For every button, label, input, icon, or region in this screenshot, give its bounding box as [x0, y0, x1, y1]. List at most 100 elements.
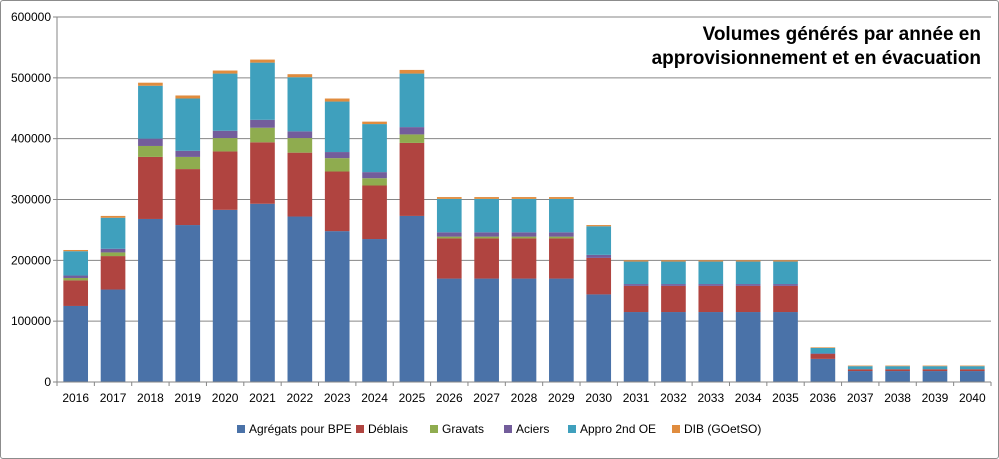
bar-segment-2039-s1 [922, 369, 948, 372]
bar-segment-2020-s2 [212, 138, 238, 152]
x-tick-label-2030: 2030 [585, 391, 612, 405]
bar-segment-2021-s5 [250, 59, 275, 63]
legend-label-s1: Déblais [368, 422, 408, 436]
bar-segment-2033-s3 [698, 284, 724, 286]
bar-segment-2027-s1 [474, 238, 499, 279]
bar-segment-2039-s0 [922, 371, 948, 382]
bar-segment-2038-s0 [885, 371, 910, 382]
bar-segment-2036-s5 [810, 347, 836, 348]
bar-segment-2030-s3 [586, 254, 612, 258]
legend-label-s5: DIB (GOetSO) [684, 422, 761, 436]
x-tick-label-2040: 2040 [959, 391, 986, 405]
bar-segment-2017-s5 [100, 215, 126, 218]
legend-swatch-s4 [568, 425, 576, 433]
bar-segment-2021-s0 [250, 203, 275, 382]
bar-segment-2024-s1 [362, 185, 387, 240]
bar-segment-2030-s4 [586, 226, 612, 255]
bar-segment-2025-s0 [399, 215, 425, 382]
bar-segment-2031-s5 [623, 260, 649, 262]
y-tick-label: 0 [44, 375, 51, 389]
bar-segment-2026-s1 [436, 238, 462, 279]
bar-segment-2036-s4 [810, 347, 836, 354]
bar-segment-2026-s3 [436, 232, 462, 237]
bar-segment-2035-s0 [773, 312, 798, 382]
bar-segment-2023-s4 [324, 101, 350, 153]
x-tick-label-2028: 2028 [511, 391, 538, 405]
x-tick-label-2034: 2034 [735, 391, 762, 405]
bar-segment-2017-s3 [100, 248, 126, 253]
chart-title-line-1: Volumes générés par année en [703, 24, 981, 45]
legend-swatch-s1 [356, 425, 364, 433]
bar-segment-2031-s0 [623, 312, 649, 382]
bar-segment-2036-s3 [810, 353, 836, 355]
bar-segment-2033-s5 [698, 260, 724, 262]
bar-segment-2028-s5 [511, 197, 537, 199]
x-tick-label-2018: 2018 [137, 391, 164, 405]
bar-segment-2034-s0 [735, 312, 761, 382]
bar-segment-2033-s1 [698, 285, 724, 313]
bar-segment-2019-s0 [175, 225, 201, 382]
bar-segment-2035-s5 [773, 260, 798, 262]
bar-segment-2019-s1 [175, 169, 201, 226]
x-tick-label-2029: 2029 [548, 391, 575, 405]
bar-segment-2032-s5 [661, 260, 686, 262]
x-tick-label-2031: 2031 [623, 391, 650, 405]
bar-segment-2018-s4 [138, 85, 163, 139]
bar-segment-2035-s1 [773, 285, 798, 313]
bar-segment-2032-s1 [661, 285, 686, 313]
bar-segment-2038-s1 [885, 369, 910, 372]
bar-segment-2030-s0 [586, 294, 612, 382]
bar-segment-2025-s1 [399, 142, 425, 216]
bar-segment-2018-s1 [138, 156, 163, 219]
bar-segment-2037-s4 [847, 366, 873, 370]
bar-segment-2036-s0 [810, 358, 836, 382]
bar-segment-2025-s2 [399, 134, 425, 143]
bar-segment-2021-s1 [250, 142, 275, 204]
bar-segment-2026-s5 [436, 197, 462, 199]
legend-swatch-s0 [237, 425, 245, 433]
bar-segment-2016-s0 [63, 305, 89, 382]
bar-segment-2033-s4 [698, 261, 724, 285]
bar-segment-2034-s1 [735, 285, 761, 313]
bar-segment-2026-s4 [436, 198, 462, 233]
bar-segment-2021-s3 [250, 119, 275, 128]
y-tick-label: 300000 [11, 193, 51, 207]
bar-segment-2026-s2 [436, 236, 462, 239]
legend-label-s2: Gravats [442, 422, 484, 436]
x-tick-label-2021: 2021 [249, 391, 276, 405]
x-tick-label-2020: 2020 [212, 391, 239, 405]
bar-segment-2027-s3 [474, 232, 499, 237]
bar-segment-2040-s1 [959, 369, 985, 372]
bar-segment-2037-s0 [847, 371, 873, 382]
axes [56, 17, 991, 383]
x-tick-label-2027: 2027 [473, 391, 500, 405]
bar-segment-2024-s0 [362, 239, 387, 382]
x-tick-label-2033: 2033 [697, 391, 724, 405]
bar-segment-2021-s2 [250, 127, 275, 143]
bar-segment-2021-s4 [250, 62, 275, 120]
bar-segment-2016-s5 [63, 249, 89, 252]
x-tick-label-2019: 2019 [174, 391, 201, 405]
bar-segment-2031-s1 [623, 285, 649, 313]
bar-segment-2019-s4 [175, 98, 201, 151]
bar-segment-2031-s4 [623, 261, 649, 285]
bar-segment-2029-s3 [549, 232, 574, 237]
bar-segment-2032-s3 [661, 284, 686, 286]
bar-segment-2029-s4 [549, 198, 574, 233]
bar-segment-2017-s2 [100, 252, 126, 257]
bar-segment-2016-s3 [63, 275, 89, 278]
bar-segment-2027-s5 [474, 197, 499, 199]
bar-segment-2035-s3 [773, 284, 798, 286]
bar-segment-2027-s0 [474, 278, 499, 382]
bar-segment-2039-s4 [922, 366, 948, 370]
y-tick-label: 200000 [11, 253, 51, 267]
legend-label-s4: Appro 2nd OE [580, 422, 656, 436]
bar-segment-2029-s1 [549, 238, 574, 279]
x-tick-label-2039: 2039 [922, 391, 949, 405]
bar-segment-2033-s0 [698, 312, 724, 382]
bar-segment-2040-s5 [959, 365, 985, 367]
bar-segment-2018-s2 [138, 145, 163, 157]
bar-segment-2023-s2 [324, 158, 350, 172]
bar-segment-2022-s2 [287, 138, 313, 153]
